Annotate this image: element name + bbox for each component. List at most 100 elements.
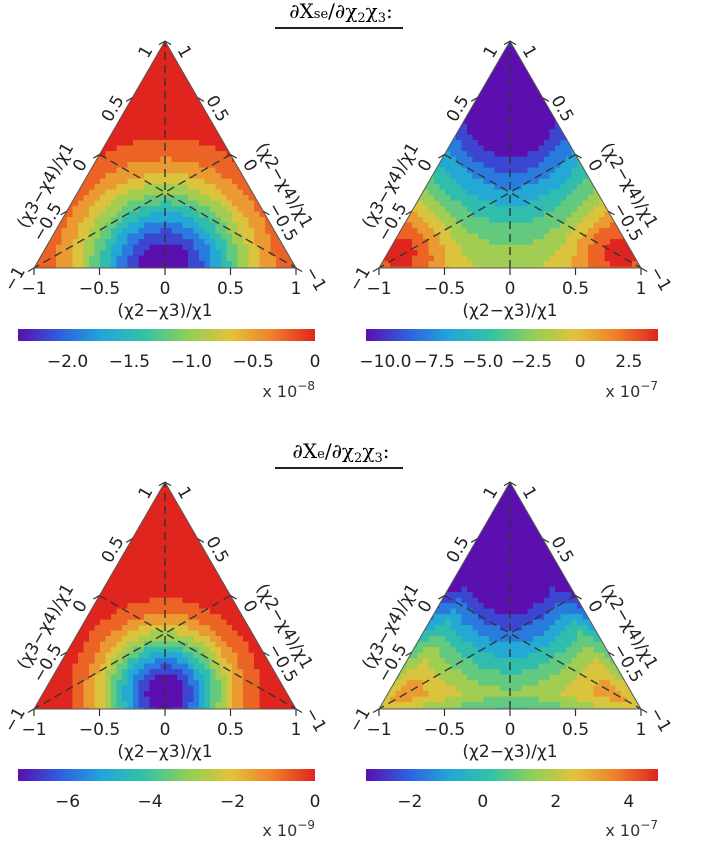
contour-cell bbox=[78, 206, 85, 213]
contour-cell bbox=[160, 134, 167, 141]
contour-cell bbox=[500, 57, 507, 64]
contour-cell bbox=[177, 548, 184, 555]
contour-cell bbox=[116, 222, 123, 229]
contour-cell bbox=[199, 178, 206, 185]
contour-cell bbox=[122, 63, 129, 70]
contour-cell bbox=[571, 68, 578, 75]
contour-cell bbox=[105, 145, 112, 152]
contour-cell bbox=[177, 261, 184, 268]
contour-cell bbox=[61, 217, 68, 224]
contour-cell bbox=[182, 123, 189, 130]
contour-cell bbox=[116, 526, 123, 533]
contour-cell bbox=[160, 63, 167, 70]
contour-cell bbox=[105, 41, 112, 48]
contour-cell bbox=[243, 189, 250, 196]
contour-cell bbox=[56, 228, 63, 235]
contour-cell bbox=[171, 250, 178, 257]
contour-cell bbox=[105, 74, 112, 81]
contour-cell bbox=[160, 107, 167, 114]
contour-cell bbox=[522, 189, 529, 196]
contour-cell bbox=[149, 63, 156, 70]
contour-cell bbox=[166, 211, 173, 218]
contour-cell bbox=[144, 570, 151, 577]
contour-cell bbox=[133, 233, 140, 240]
contour-cell bbox=[566, 52, 573, 59]
contour-cell bbox=[34, 118, 41, 125]
contour-cell bbox=[577, 134, 584, 141]
contour-cell bbox=[237, 173, 244, 180]
contour-cell bbox=[188, 211, 195, 218]
contour-cell bbox=[577, 68, 584, 75]
contour-cell bbox=[445, 261, 452, 268]
contour-cell bbox=[160, 85, 167, 92]
contour-cell bbox=[511, 107, 518, 114]
contour-cell bbox=[494, 178, 501, 185]
contour-cell bbox=[210, 261, 217, 268]
contour-cell bbox=[276, 504, 283, 511]
contour-cell bbox=[505, 156, 512, 163]
contour-cell bbox=[144, 559, 151, 566]
contour-cell bbox=[276, 101, 283, 108]
contour-cell bbox=[445, 255, 452, 262]
contour-cell bbox=[270, 564, 277, 571]
contour-cell bbox=[34, 52, 41, 59]
contour-cell bbox=[193, 509, 200, 516]
contour-cell bbox=[500, 266, 507, 268]
contour-cell bbox=[461, 167, 468, 174]
contour-cell bbox=[621, 123, 628, 130]
contour-cell bbox=[111, 41, 118, 48]
contour-cell bbox=[226, 52, 233, 59]
contour-cell bbox=[166, 548, 173, 555]
contour-cell bbox=[243, 200, 250, 207]
contour-cell bbox=[133, 57, 140, 64]
contour-cell bbox=[483, 206, 490, 213]
contour-cell bbox=[604, 107, 611, 114]
contour-cell bbox=[61, 63, 68, 70]
contour-cell bbox=[472, 68, 479, 75]
contour-cell bbox=[500, 173, 507, 180]
contour-cell bbox=[412, 129, 419, 136]
contour-cell bbox=[292, 526, 296, 533]
contour-cell bbox=[494, 79, 501, 86]
contour-cell bbox=[133, 255, 140, 262]
contour-cell bbox=[571, 233, 578, 240]
contour-cell bbox=[210, 244, 217, 251]
contour-cell bbox=[379, 57, 386, 64]
contour-cell bbox=[72, 96, 79, 103]
contour-cell bbox=[637, 118, 641, 125]
contour-cell bbox=[549, 239, 556, 246]
contour-cell bbox=[555, 129, 562, 136]
contour-cell bbox=[133, 498, 140, 505]
bottom-tick-label: 0 bbox=[160, 279, 171, 299]
contour-cell bbox=[577, 63, 584, 70]
contour-cell bbox=[45, 493, 52, 500]
contour-cell bbox=[237, 189, 244, 196]
contour-cell bbox=[166, 74, 173, 81]
contour-cell bbox=[89, 239, 96, 246]
contour-cell bbox=[599, 173, 606, 180]
contour-cell bbox=[221, 250, 228, 257]
contour-cell bbox=[254, 233, 261, 240]
contour-cell bbox=[637, 123, 641, 130]
contour-cell bbox=[94, 487, 101, 494]
contour-cell bbox=[254, 515, 261, 522]
contour-cell bbox=[56, 482, 63, 489]
contour-cell bbox=[34, 156, 41, 163]
contour-cell bbox=[226, 57, 233, 64]
contour-cell bbox=[287, 140, 294, 147]
contour-cell bbox=[34, 244, 41, 251]
contour-cell bbox=[193, 140, 200, 147]
contour-cell bbox=[116, 74, 123, 81]
contour-cell bbox=[292, 487, 296, 494]
contour-cell bbox=[292, 498, 296, 505]
contour-cell bbox=[83, 559, 90, 566]
contour-cell bbox=[417, 118, 424, 125]
contour-cell bbox=[423, 85, 430, 92]
contour-cell bbox=[188, 509, 195, 516]
contour-cell bbox=[588, 206, 595, 213]
contour-cell bbox=[412, 79, 419, 86]
contour-cell bbox=[445, 233, 452, 240]
contour-cell bbox=[549, 244, 556, 251]
contour-cell bbox=[615, 228, 622, 235]
contour-cell bbox=[395, 63, 402, 70]
